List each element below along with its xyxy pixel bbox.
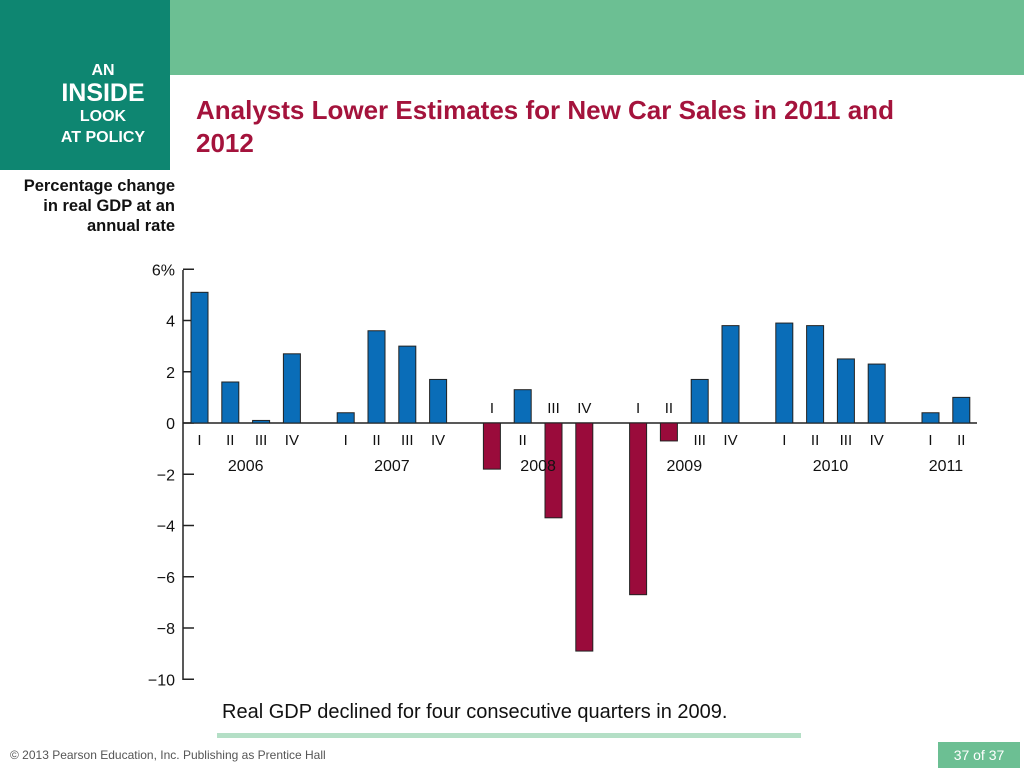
year-label: 2008 bbox=[520, 458, 556, 475]
y-tick-label: 0 bbox=[166, 416, 175, 433]
bar bbox=[659, 422, 678, 442]
quarter-label: III bbox=[693, 432, 706, 449]
badge-line-1: AN bbox=[91, 62, 115, 79]
bar bbox=[282, 353, 301, 424]
quarter-label: IV bbox=[723, 432, 737, 449]
y-tick-label: −10 bbox=[148, 672, 175, 689]
bar bbox=[721, 325, 740, 424]
bar bbox=[482, 422, 501, 470]
y-tick-label: −8 bbox=[157, 621, 175, 638]
slide-title: Analysts Lower Estimates for New Car Sal… bbox=[196, 95, 894, 158]
y-tick-label: 4 bbox=[166, 314, 175, 331]
quarter-label: II bbox=[957, 432, 965, 449]
bar bbox=[867, 363, 886, 424]
quarter-label: IV bbox=[285, 432, 299, 449]
quarter-label: IV bbox=[577, 400, 591, 417]
y-tick-label: −2 bbox=[157, 467, 175, 484]
quarter-label: II bbox=[372, 432, 380, 449]
year-label: 2011 bbox=[929, 458, 964, 475]
bar bbox=[513, 389, 532, 424]
year-label: 2007 bbox=[374, 458, 410, 475]
bar bbox=[367, 330, 386, 424]
quarter-label: I bbox=[782, 432, 786, 449]
badge-line-3: LOOK bbox=[79, 108, 127, 125]
bar bbox=[836, 358, 855, 424]
copyright-notice: © 2013 Pearson Education, Inc. Publishin… bbox=[10, 748, 326, 762]
quarter-label: I bbox=[636, 400, 640, 417]
bar bbox=[252, 419, 271, 424]
quarter-label: II bbox=[519, 432, 527, 449]
quarter-label: III bbox=[401, 432, 414, 449]
quarter-label: I bbox=[197, 432, 201, 449]
bar bbox=[190, 291, 209, 424]
quarter-label: I bbox=[490, 400, 494, 417]
bar bbox=[690, 378, 709, 424]
header-band bbox=[170, 0, 1024, 75]
year-label: 2009 bbox=[667, 458, 703, 475]
bar bbox=[806, 325, 825, 424]
bar bbox=[544, 422, 563, 519]
bar bbox=[221, 381, 240, 424]
bar bbox=[575, 422, 594, 652]
bar bbox=[398, 345, 417, 424]
quarter-label: III bbox=[840, 432, 853, 449]
bar bbox=[429, 378, 448, 424]
y-tick-label: −6 bbox=[157, 570, 175, 587]
quarter-label: II bbox=[811, 432, 819, 449]
badge-line-4: AT POLICY bbox=[60, 129, 146, 146]
quarter-label: I bbox=[344, 432, 348, 449]
quarter-label: I bbox=[928, 432, 932, 449]
quarter-label: IV bbox=[431, 432, 445, 449]
inside-look-badge: AN INSIDE LOOK AT POLICY bbox=[0, 0, 170, 170]
quarter-label: III bbox=[255, 432, 268, 449]
quarter-label: II bbox=[665, 400, 673, 417]
page-number: 37 of 37 bbox=[938, 742, 1020, 768]
y-tick-label: −4 bbox=[157, 519, 175, 536]
bar bbox=[775, 322, 794, 424]
year-label: 2010 bbox=[813, 458, 849, 475]
chart-caption: Real GDP declined for four consecutive q… bbox=[222, 701, 728, 723]
year-label: 2006 bbox=[228, 458, 264, 475]
bar bbox=[629, 422, 648, 596]
badge-line-2: INSIDE bbox=[61, 79, 145, 107]
quarter-label: IV bbox=[870, 432, 884, 449]
y-axis-label: Percentage change in real GDP at an annu… bbox=[23, 177, 175, 235]
bar bbox=[952, 396, 971, 424]
quarter-label: III bbox=[547, 400, 560, 417]
y-tick-label: 6% bbox=[152, 262, 175, 279]
y-tick-label: 2 bbox=[166, 365, 175, 382]
bar bbox=[336, 412, 355, 424]
caption-underline bbox=[217, 733, 801, 738]
bar bbox=[921, 412, 940, 424]
quarter-label: II bbox=[226, 432, 234, 449]
